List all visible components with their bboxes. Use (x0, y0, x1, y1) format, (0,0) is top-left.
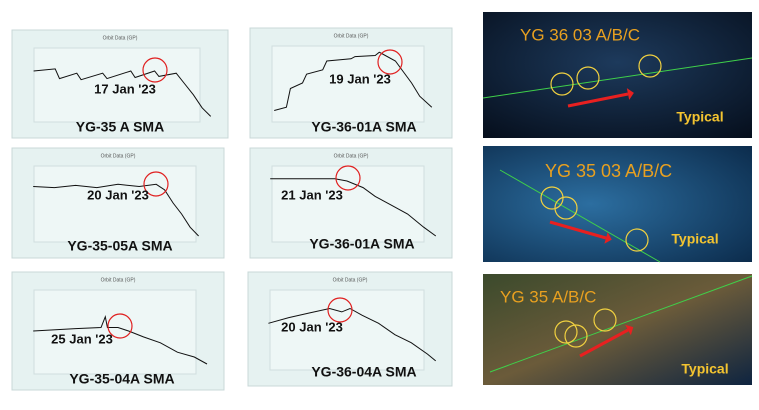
direction-arrow (579, 328, 629, 358)
date-label: 21 Jan '23 (281, 187, 343, 202)
panel-caption: YG-36-04A SMA (311, 364, 416, 380)
panel-caption: YG-35 A SMA (76, 119, 164, 135)
direction-arrow (549, 220, 607, 240)
plot-area (33, 165, 197, 243)
highlight-circle (107, 313, 133, 339)
satellite-image (483, 12, 752, 138)
plot-area (33, 47, 201, 123)
satellite-marker (638, 54, 662, 78)
typical-tag: Typical (676, 109, 723, 125)
satellite-marker (550, 72, 574, 96)
trend-line (268, 307, 437, 362)
constellation-label: YG 35 03 A/B/C (545, 161, 672, 181)
panel-caption: YG-35-05A SMA (67, 238, 172, 254)
typical-tag: Typical (671, 231, 718, 247)
direction-arrow (567, 92, 629, 108)
chart-header: Orbit Data (GP) (103, 35, 138, 41)
panel-caption: YG-36-01A SMA (311, 119, 416, 135)
orbit-track (499, 169, 661, 263)
orbit-track (482, 57, 753, 99)
plot-area (33, 289, 197, 375)
date-label: 20 Jan '23 (87, 187, 149, 202)
plot-area (271, 165, 425, 243)
trend-line (33, 183, 199, 237)
highlight-circle (377, 49, 403, 75)
trend-line (274, 51, 433, 111)
constellation-label: YG 35 A/B/C (500, 287, 596, 306)
highlight-circle (327, 297, 353, 323)
arrow-head (625, 324, 634, 336)
plot-area (269, 289, 425, 371)
date-label: 17 Jan '23 (94, 81, 156, 96)
typical-tag: Typical (681, 361, 728, 377)
highlight-circle (335, 165, 361, 191)
chart-header: Orbit Data (GP) (101, 153, 136, 159)
panel-caption: YG-35-04A SMA (69, 371, 174, 387)
trend-line (33, 68, 212, 117)
orbit-track (489, 275, 753, 373)
arrow-head (626, 88, 634, 100)
highlight-circle (143, 171, 169, 197)
satellite-image (483, 146, 752, 262)
highlight-circle (142, 57, 168, 83)
satellite-marker (576, 66, 600, 90)
chart-header: Orbit Data (GP) (334, 153, 369, 159)
panel-caption: YG-36-01A SMA (309, 236, 414, 252)
chart-header: Orbit Data (GP) (101, 277, 136, 283)
arrow-head (604, 232, 612, 244)
date-label: 19 Jan '23 (329, 71, 391, 86)
satellite-marker (593, 308, 617, 332)
date-label: 25 Jan '23 (51, 331, 113, 346)
constellation-label: YG 36 03 A/B/C (520, 25, 640, 44)
satellite-marker (625, 228, 649, 252)
satellite-marker (554, 320, 578, 344)
date-label: 20 Jan '23 (281, 319, 343, 334)
chart-header: Orbit Data (GP) (333, 277, 368, 283)
trend-line (33, 315, 208, 365)
chart-header: Orbit Data (GP) (334, 33, 369, 39)
satellite-marker (564, 324, 588, 348)
trend-line (270, 178, 437, 237)
satellite-marker (554, 196, 578, 220)
